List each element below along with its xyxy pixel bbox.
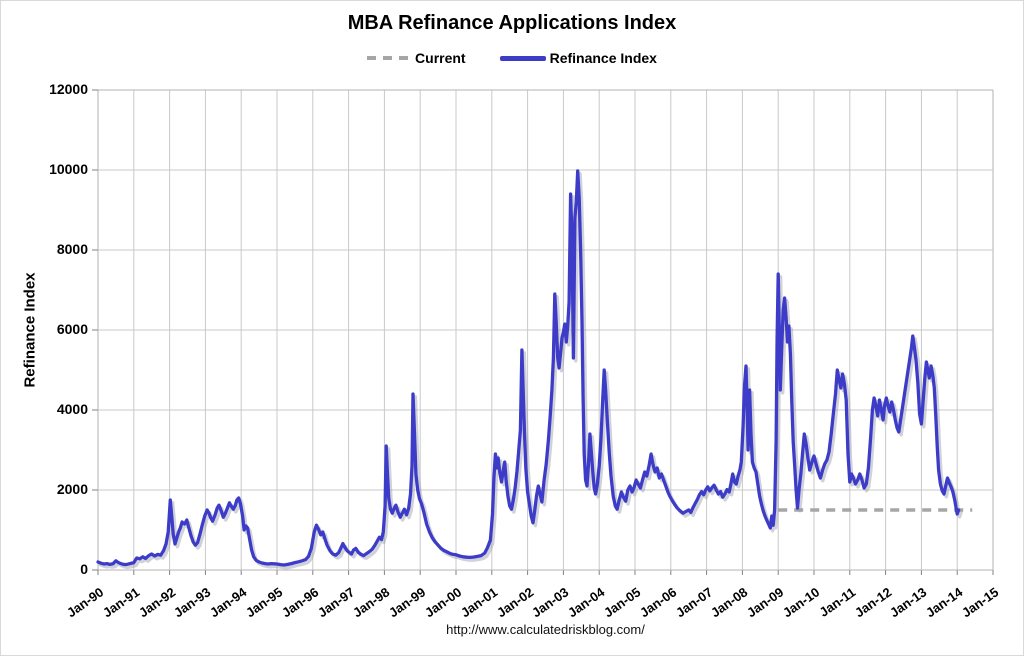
y-tick-label: 6000 [56,321,88,337]
legend: Current Refinance Index [0,50,1024,66]
chart-title: MBA Refinance Applications Index [347,12,677,34]
refinance-line-sample [499,55,546,61]
y-tick-label: 2000 [56,481,88,497]
refinance-line [96,169,961,567]
legend-label-current: Current [415,50,466,66]
footer-url: http://www.calculatedriskblog.com/ [446,622,645,637]
legend-item-current: Current [367,50,466,66]
legend-label-refinance: Refinance Index [549,50,657,66]
current-dashed-line-sample [367,56,412,60]
y-tick-label: 0 [80,561,88,577]
y-tick-label: 4000 [56,401,88,417]
y-tick-label: 8000 [56,241,88,257]
y-tick-label: 12000 [49,81,88,97]
y-tick-label: 10000 [49,161,88,177]
legend-item-refinance: Refinance Index [499,50,657,66]
